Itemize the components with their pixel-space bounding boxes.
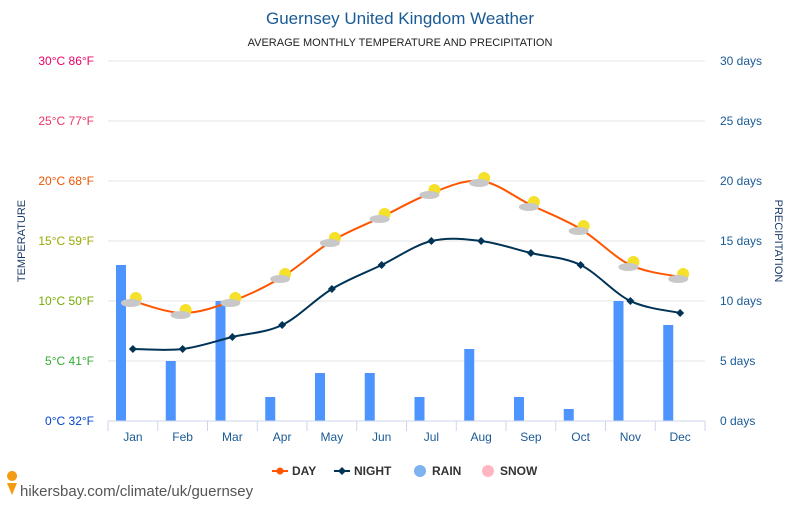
x-tick-label: Jan: [123, 430, 142, 444]
y-axis-right-label: PRECIPITATION: [772, 200, 784, 283]
night-point[interactable]: [278, 321, 287, 329]
rain-bar[interactable]: [165, 361, 176, 421]
partly-cloudy-icon[interactable]: [518, 196, 540, 211]
x-tick-label: Apr: [273, 430, 292, 444]
partly-cloudy-icon[interactable]: [618, 256, 640, 271]
partly-cloudy-icon[interactable]: [319, 232, 341, 247]
x-tick-label: Feb: [172, 430, 193, 444]
night-point[interactable]: [128, 345, 137, 353]
partly-cloudy-icon[interactable]: [469, 172, 491, 187]
night-temperature-line: [132, 237, 681, 351]
rain-bar[interactable]: [663, 325, 674, 421]
rain-bar[interactable]: [414, 397, 425, 421]
legend-label: RAIN: [432, 464, 461, 478]
y-left-tick-label: 0°C 32°F: [45, 414, 94, 428]
night-point[interactable]: [228, 333, 237, 341]
rain-bar[interactable]: [613, 301, 624, 421]
rain-bar[interactable]: [364, 373, 375, 421]
night-point[interactable]: [526, 249, 535, 257]
chart-title: Guernsey United Kingdom Weather: [266, 9, 534, 28]
rain-bar[interactable]: [315, 373, 325, 421]
y-right-tick-label: 25 days: [720, 114, 762, 128]
legend-label: SNOW: [500, 464, 538, 478]
rain-bar[interactable]: [215, 301, 226, 421]
legend-item-snow[interactable]: SNOW: [482, 464, 538, 478]
legend-label: NIGHT: [354, 464, 392, 478]
footer[interactable]: hikersbay.com/climate/uk/guernsey: [7, 471, 254, 500]
x-tick-label: Dec: [669, 430, 690, 444]
footer-url[interactable]: hikersbay.com/climate/uk/guernsey: [20, 483, 254, 500]
legend-item-rain[interactable]: RAIN: [414, 464, 461, 478]
y-right-tick-label: 0 days: [720, 414, 755, 428]
rain-bar[interactable]: [116, 265, 126, 421]
partly-cloudy-icon[interactable]: [668, 268, 690, 283]
rain-bar[interactable]: [563, 409, 574, 421]
night-point[interactable]: [377, 261, 386, 269]
y-right-tick-label: 10 days: [720, 294, 762, 308]
night-point[interactable]: [576, 261, 585, 269]
partly-cloudy-icon[interactable]: [369, 208, 391, 223]
x-tick-label: Aug: [470, 430, 491, 444]
y-left-tick-label: 5°C 41°F: [45, 354, 94, 368]
y-axis-left-label: TEMPERATURE: [16, 200, 28, 282]
night-point[interactable]: [178, 345, 187, 353]
y-left-tick-label: 25°C 77°F: [38, 114, 94, 128]
rain-bar[interactable]: [265, 397, 276, 421]
partly-cloudy-icon[interactable]: [568, 220, 590, 235]
x-tick-label: May: [321, 430, 344, 444]
y-right-tick-label: 15 days: [720, 234, 762, 248]
day-temperature-line: [132, 179, 681, 315]
legend-label: DAY: [292, 464, 316, 478]
y-right-tick-label: 20 days: [720, 174, 762, 188]
x-tick-label: Nov: [620, 430, 641, 444]
rain-bar[interactable]: [514, 397, 524, 421]
partly-cloudy-icon[interactable]: [170, 304, 192, 319]
legend-item-day[interactable]: DAY: [272, 464, 316, 478]
night-point[interactable]: [327, 285, 336, 293]
y-right-tick-label: 5 days: [720, 354, 755, 368]
y-left-tick-label: 30°C 86°F: [38, 54, 94, 68]
night-point[interactable]: [427, 237, 436, 245]
x-tick-label: Mar: [222, 430, 243, 444]
night-point[interactable]: [626, 297, 635, 305]
partly-cloudy-icon[interactable]: [419, 184, 441, 199]
x-tick-label: Sep: [520, 430, 542, 444]
x-tick-label: Jul: [424, 430, 439, 444]
y-left-tick-label: 10°C 50°F: [38, 294, 94, 308]
night-point[interactable]: [676, 309, 685, 317]
night-point[interactable]: [477, 237, 486, 245]
partly-cloudy-icon[interactable]: [120, 292, 142, 307]
y-right-tick-label: 30 days: [720, 54, 762, 68]
y-left-tick-label: 20°C 68°F: [38, 174, 94, 188]
partly-cloudy-icon[interactable]: [270, 268, 292, 283]
y-left-tick-label: 15°C 59°F: [38, 234, 94, 248]
rain-bar[interactable]: [464, 349, 475, 421]
x-tick-label: Jun: [372, 430, 391, 444]
x-tick-label: Oct: [571, 430, 590, 444]
chart-subtitle: AVERAGE MONTHLY TEMPERATURE AND PRECIPIT…: [248, 37, 553, 49]
partly-cloudy-icon[interactable]: [220, 292, 242, 307]
location-pin-icon: [7, 471, 18, 495]
legend-item-night[interactable]: NIGHT: [334, 464, 392, 478]
